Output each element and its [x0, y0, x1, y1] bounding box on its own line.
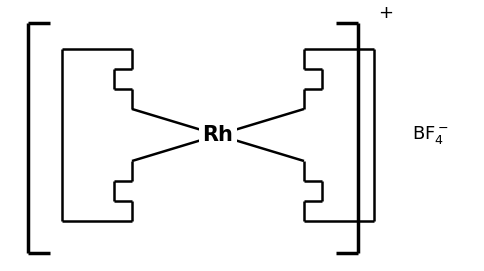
Text: Rh: Rh	[203, 125, 233, 145]
Text: +: +	[378, 4, 393, 22]
Text: BF$_4^-$: BF$_4^-$	[412, 124, 448, 146]
